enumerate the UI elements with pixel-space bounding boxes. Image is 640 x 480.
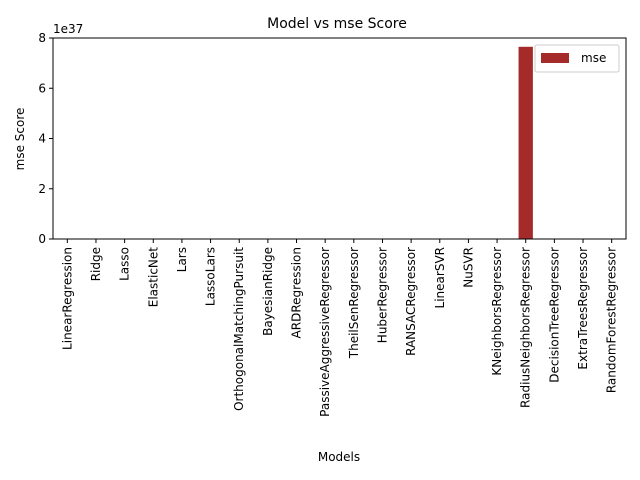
legend: mse [534,44,620,73]
legend-swatch [541,53,569,63]
x-tick-label: Ridge [89,247,103,281]
x-tick-label: ARDRegression [290,247,304,338]
x-tick-label: BayesianRidge [261,247,275,336]
x-tick-label: RandomForestRegressor [605,247,619,393]
legend-label: mse [581,51,606,65]
x-tick-label: OrthogonalMatchingPursuit [232,247,246,411]
x-tick-label: ExtraTreesRegressor [576,247,590,370]
x-axis-label: Models [318,450,360,464]
bar-RadiusNeighborsRegressor [518,46,533,240]
x-tick-label: PassiveAggressiveRegressor [318,247,332,417]
x-tick-label: RANSACRegressor [404,247,418,356]
y-axis: 0 2 4 6 8 [38,31,53,246]
y-tick-label: 0 [38,232,46,246]
y-axis-multiplier: 1e37 [53,22,83,36]
legend-box [534,44,620,73]
x-tick-label: KNeighborsRegressor [490,247,504,376]
x-tick-label: HuberRegressor [375,247,389,343]
y-axis-label: mse Score [13,108,27,171]
y-tick-label: 6 [38,81,46,95]
y-tick-label: 2 [38,182,46,196]
x-tick-label: LassoLars [204,247,218,306]
x-tick-label: LinearSVR [433,247,447,308]
x-tick-label: Lars [175,247,189,272]
x-tick-label: NuSVR [461,247,475,288]
x-tick-label: RadiusNeighborsRegressor [519,247,533,408]
y-tick-label: 4 [38,132,46,146]
chart-title: Model vs mse Score [267,16,407,32]
x-tick-label: TheilSenRegressor [347,247,361,359]
x-axis: LinearRegression Ridge Lasso ElasticNet Lars… [60,239,619,417]
x-tick-label: LinearRegression [60,247,74,350]
x-tick-label: Lasso [118,247,132,281]
y-tick-label: 8 [38,31,46,45]
x-tick-label: DecisionTreeRegressor [547,247,561,383]
bar-group [518,46,533,240]
x-tick-label: ElasticNet [146,247,160,308]
